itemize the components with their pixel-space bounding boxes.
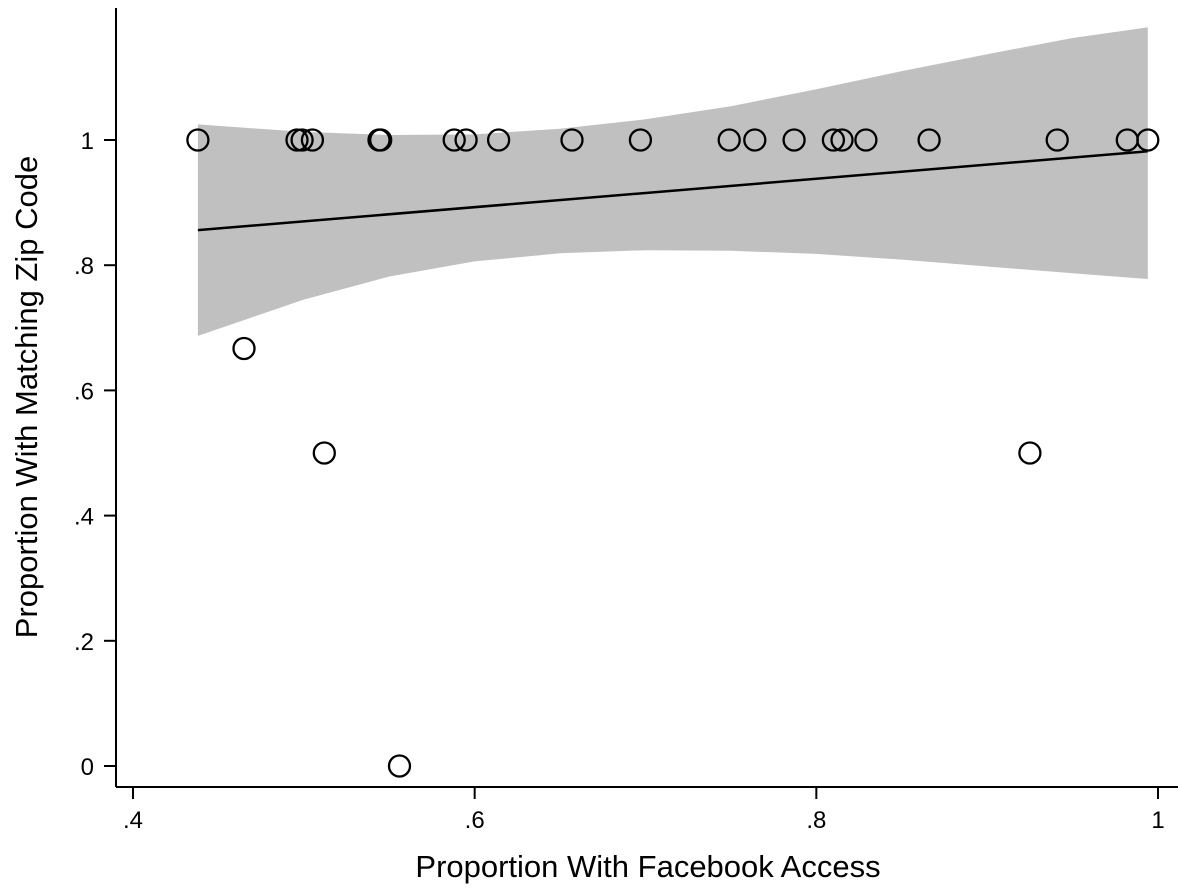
y-tick-label: .2 bbox=[74, 629, 94, 656]
y-tick-label: .4 bbox=[74, 504, 94, 531]
confidence-band bbox=[197, 27, 1148, 336]
data-point bbox=[369, 128, 393, 152]
confidence-band-layer bbox=[197, 27, 1148, 336]
axes: 0 .2 .4 .6 .8 1 .4 .6 .8 1 bbox=[74, 8, 1178, 834]
y-tick-label: 0 bbox=[81, 754, 94, 781]
data-point bbox=[821, 128, 846, 152]
data-point bbox=[387, 754, 412, 778]
y-tick-label: 1 bbox=[81, 128, 94, 155]
data-point bbox=[454, 128, 478, 152]
data-point bbox=[1018, 441, 1042, 465]
x-tick-label: .6 bbox=[465, 807, 485, 834]
y-tick-label: .6 bbox=[74, 378, 94, 405]
y-axis-title: Proportion With Matching Zip Code bbox=[9, 156, 44, 638]
x-tick-label: 1 bbox=[1151, 807, 1164, 834]
data-point bbox=[232, 336, 256, 361]
data-point bbox=[1136, 128, 1160, 152]
data-point bbox=[186, 128, 210, 152]
data-point bbox=[312, 441, 336, 465]
data-point bbox=[917, 128, 941, 152]
data-point bbox=[830, 128, 854, 152]
data-point bbox=[717, 128, 741, 152]
data-point bbox=[285, 128, 309, 152]
data-point bbox=[300, 128, 325, 152]
point-layer bbox=[186, 128, 1160, 778]
data-point bbox=[290, 128, 314, 152]
x-tick-label: .4 bbox=[123, 807, 143, 834]
data-point bbox=[743, 128, 767, 152]
fit-line bbox=[197, 150, 1148, 232]
x-tick-label: .8 bbox=[806, 807, 826, 834]
data-point bbox=[1045, 128, 1069, 152]
data-point bbox=[854, 128, 878, 152]
fit-line-layer bbox=[197, 150, 1148, 232]
data-point bbox=[628, 128, 653, 152]
data-point bbox=[486, 128, 511, 152]
plot-area bbox=[186, 27, 1160, 778]
data-point bbox=[560, 128, 584, 152]
y-tick-label: .8 bbox=[74, 253, 94, 280]
data-point bbox=[782, 128, 806, 152]
x-axis-title: Proportion With Facebook Access bbox=[415, 849, 880, 884]
data-point bbox=[442, 128, 466, 152]
